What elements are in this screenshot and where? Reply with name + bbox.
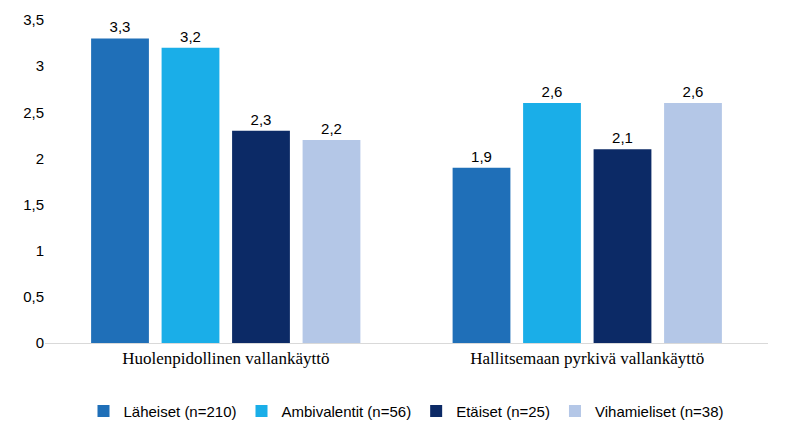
svg-text:Ambivalentit (n=56): Ambivalentit (n=56) <box>282 403 412 420</box>
svg-text:3,5: 3,5 <box>23 11 44 28</box>
svg-text:2,6: 2,6 <box>683 83 704 100</box>
svg-text:2: 2 <box>36 150 44 167</box>
svg-text:2,3: 2,3 <box>251 111 272 128</box>
svg-text:Huolenpidollinen vallankäyttö: Huolenpidollinen vallankäyttö <box>122 349 329 368</box>
svg-text:3: 3 <box>36 57 44 74</box>
svg-text:Läheiset (n=210): Läheiset (n=210) <box>124 403 237 420</box>
svg-text:3,3: 3,3 <box>110 18 131 35</box>
svg-text:2,2: 2,2 <box>321 120 342 137</box>
svg-text:3,2: 3,2 <box>180 28 201 45</box>
svg-text:2,5: 2,5 <box>23 104 44 121</box>
svg-text:0,5: 0,5 <box>23 288 44 305</box>
svg-text:Etäiset (n=25): Etäiset (n=25) <box>456 403 550 420</box>
svg-text:1: 1 <box>36 242 44 259</box>
svg-text:2,6: 2,6 <box>542 83 563 100</box>
svg-text:2,1: 2,1 <box>612 129 633 146</box>
svg-text:Hallitsemaan pyrkivä vallankäy: Hallitsemaan pyrkivä vallankäyttö <box>470 349 704 368</box>
svg-text:1,9: 1,9 <box>471 148 492 165</box>
svg-text:1,5: 1,5 <box>23 196 44 213</box>
svg-text:Vihamieliset (n=38): Vihamieliset (n=38) <box>595 403 724 420</box>
svg-text:0: 0 <box>36 334 44 351</box>
